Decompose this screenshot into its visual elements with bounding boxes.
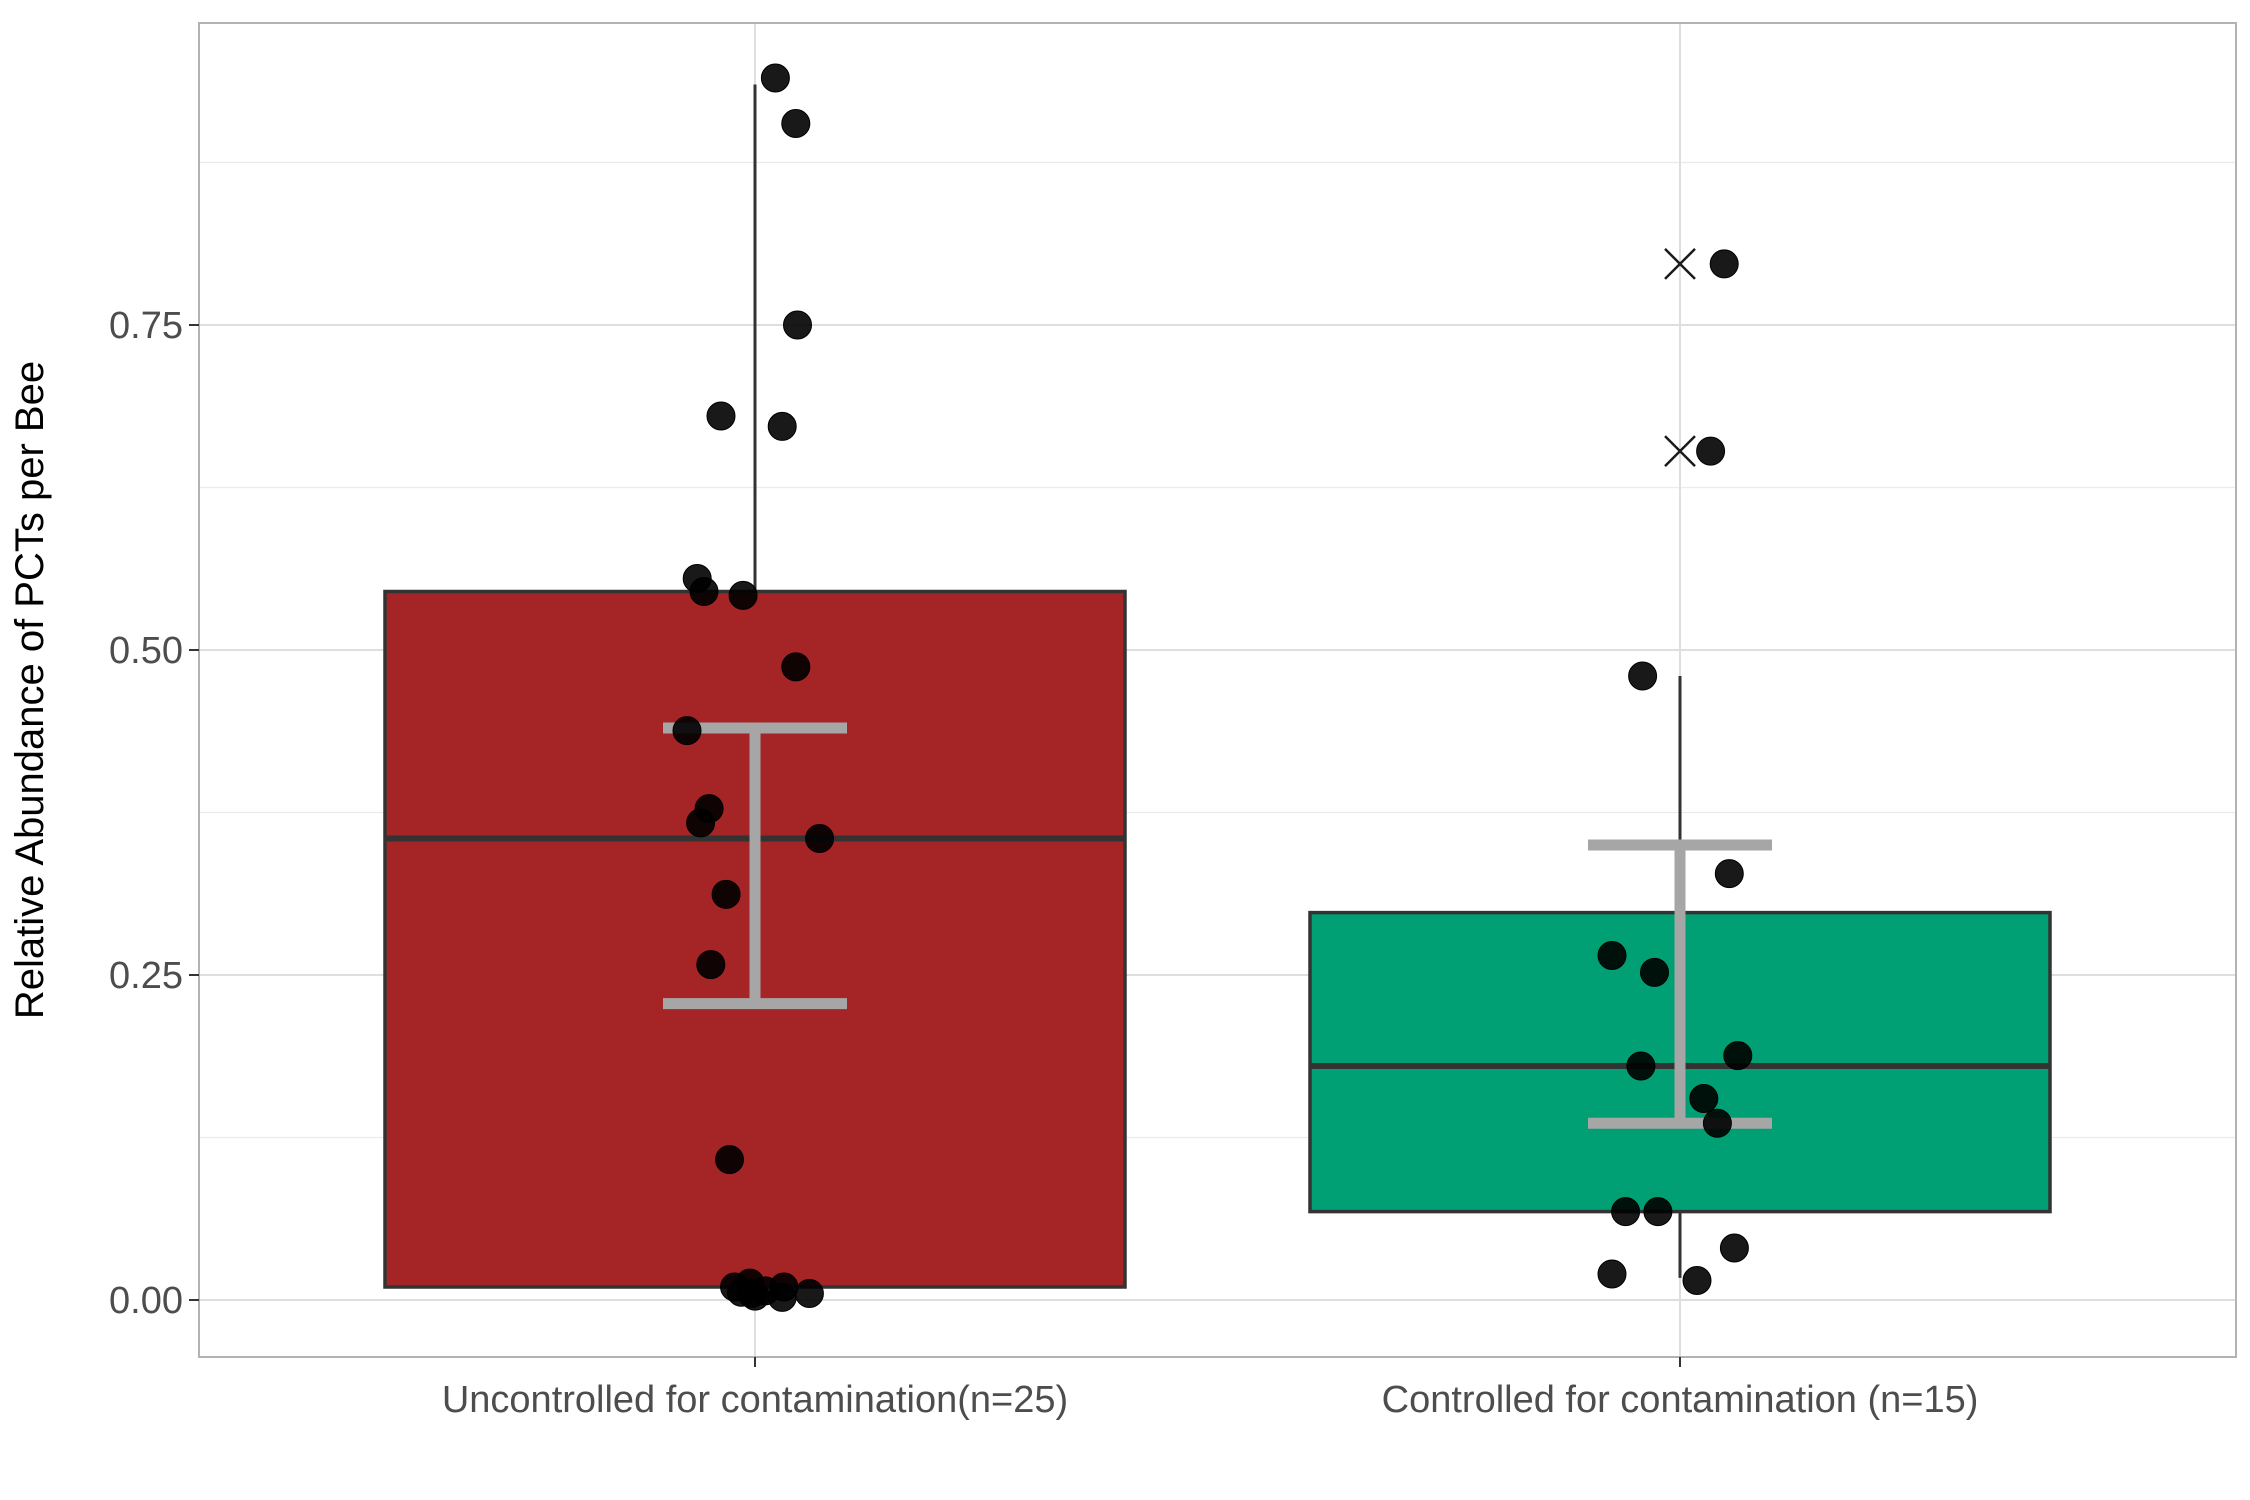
data-point [767,411,797,441]
data-point [1597,1259,1627,1289]
data-point [1640,957,1669,987]
data-point [686,808,716,838]
data-point [1597,941,1627,970]
plot-panel-border [198,22,2237,1358]
points-layer [672,63,1753,1312]
data-point [781,652,811,682]
data-point [728,580,758,610]
data-point [781,109,811,138]
y-tick-label: 0.25 [109,955,183,997]
y-tick-label: 0.75 [109,305,183,347]
data-point [783,310,812,340]
y-tick-label: 0.50 [109,630,183,672]
data-point [706,401,736,431]
outlier-stroke [1664,435,1696,467]
data-point [767,1282,797,1312]
x-axis: Uncontrolled for contamination(n=25) Cont… [442,1357,1979,1421]
data-point [1626,1051,1656,1081]
outlier-stroke [1664,248,1696,280]
x-tick-label: Uncontrolled for contamination(n=25) [442,1379,1068,1421]
outlier-marker [1664,435,1696,467]
data-point [726,1277,756,1307]
x-tick-label: Controlled for contamination (n=15) [1382,1379,1979,1421]
data-point [760,63,790,93]
data-point [1714,859,1744,889]
data-point [1709,249,1739,279]
y-axis: 0.00 0.25 0.50 0.75 [109,305,199,1322]
outlier-marker [1664,248,1696,280]
data-point [1643,1197,1673,1227]
data-point [672,716,702,746]
data-point [805,824,835,853]
y-tick-label: 0.00 [109,1280,183,1322]
data-point [689,577,719,606]
data-point [1696,436,1726,466]
data-point [1689,1084,1719,1113]
data-point [715,1145,744,1175]
data-point [1719,1233,1749,1263]
data-point [1723,1041,1753,1071]
errorbars-layer [663,722,1772,1129]
data-point [1611,1197,1641,1227]
data-point [696,950,726,980]
data-point [1702,1108,1732,1138]
data-point [1628,661,1658,691]
data-point [1682,1266,1712,1295]
y-axis-title: Relative Abundance of PCTs per Bee [8,361,52,1019]
data-point [794,1279,824,1308]
data-point [711,879,741,909]
